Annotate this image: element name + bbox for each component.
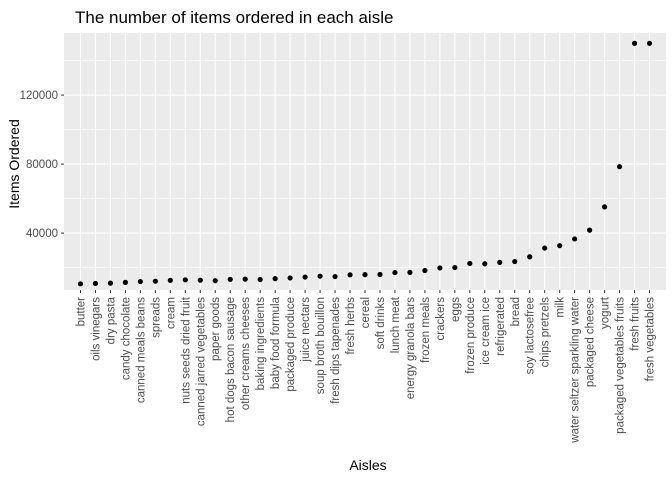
data-point bbox=[362, 272, 368, 278]
x-tick-label: packaged produce bbox=[285, 297, 297, 392]
x-tick-label: yogurt bbox=[600, 296, 612, 329]
y-axis: 40000 80000 120000 bbox=[20, 90, 64, 240]
x-tick-label: hot dogs bacon sausage bbox=[225, 297, 237, 422]
data-point bbox=[557, 243, 563, 249]
data-point bbox=[167, 277, 173, 283]
x-tick-label: baby food formula bbox=[270, 296, 282, 389]
data-point bbox=[347, 272, 353, 278]
data-point bbox=[317, 273, 323, 279]
data-point bbox=[392, 269, 398, 276]
data-point bbox=[437, 265, 443, 271]
x-tick-label: other creams cheeses bbox=[240, 297, 252, 410]
x-axis-title: Aisles bbox=[349, 457, 386, 473]
data-point bbox=[407, 269, 413, 276]
data-point bbox=[616, 164, 623, 170]
x-tick-label: candy chocolate bbox=[120, 297, 132, 380]
data-point bbox=[227, 276, 233, 282]
data-point bbox=[467, 260, 473, 267]
data-point bbox=[482, 261, 488, 267]
data-point bbox=[272, 276, 278, 282]
data-points bbox=[77, 40, 653, 287]
x-tick-label: eggs bbox=[450, 297, 462, 322]
x-tick-label: frozen produce bbox=[465, 297, 477, 374]
x-tick-label: baking ingredients bbox=[255, 297, 267, 391]
data-point bbox=[587, 227, 593, 233]
data-point bbox=[332, 273, 338, 280]
data-point bbox=[631, 40, 638, 46]
x-tick-label: lunch meat bbox=[390, 296, 402, 353]
x-tick-label: paper goods bbox=[210, 297, 222, 361]
x-axis: butter oils vinegars dry pasta candy chocol… bbox=[75, 290, 657, 444]
data-point bbox=[152, 278, 158, 284]
data-point bbox=[122, 279, 128, 286]
data-point bbox=[646, 40, 653, 46]
data-point bbox=[542, 245, 548, 251]
data-point bbox=[242, 276, 248, 282]
x-tick-label: fresh dips tapenades bbox=[330, 297, 342, 404]
x-tick-label: fresh fruits bbox=[630, 297, 642, 351]
x-tick-label: milk bbox=[555, 297, 567, 318]
y-tick-label: 120000 bbox=[20, 90, 58, 102]
x-tick-label: water seltzer sparkling water bbox=[570, 297, 582, 444]
x-tick-label: spreads bbox=[150, 297, 162, 338]
y-tick-label: 40000 bbox=[26, 228, 58, 240]
y-tick-label: 80000 bbox=[26, 159, 58, 171]
x-tick-label: cereal bbox=[360, 297, 372, 328]
data-point bbox=[377, 271, 383, 278]
x-tick-label: dry pasta bbox=[105, 296, 117, 344]
data-point bbox=[212, 278, 218, 284]
x-tick-label: frozen meals bbox=[420, 297, 432, 363]
x-tick-label: soup broth bouillon bbox=[315, 297, 327, 394]
y-axis-title: Items Ordered bbox=[6, 119, 22, 208]
data-point bbox=[302, 274, 308, 280]
x-tick-label: energy granola bars bbox=[405, 297, 417, 400]
data-point bbox=[287, 275, 293, 281]
x-tick-label: nuts seeds dried fruit bbox=[180, 296, 192, 404]
x-tick-label: fresh herbs bbox=[345, 297, 357, 355]
x-tick-label: refrigerated bbox=[495, 297, 507, 356]
data-point bbox=[527, 254, 533, 260]
data-point bbox=[452, 264, 458, 271]
x-tick-label: oils vinegars bbox=[90, 297, 102, 361]
grid-lines bbox=[64, 33, 666, 290]
x-tick-label: soft drinks bbox=[375, 297, 387, 350]
x-tick-label: canned meals beans bbox=[135, 297, 147, 403]
x-tick-label: fresh vegetables bbox=[645, 297, 657, 382]
x-tick-label: canned jarred vegetables bbox=[195, 297, 207, 426]
x-tick-label: crackers bbox=[435, 297, 447, 341]
data-point bbox=[257, 276, 263, 283]
x-tick-label: chips pretzels bbox=[540, 297, 552, 368]
data-point bbox=[422, 267, 428, 274]
data-point bbox=[602, 204, 608, 210]
x-tick-label: packaged vegetables fruits bbox=[615, 297, 627, 434]
data-point bbox=[92, 280, 99, 287]
data-point bbox=[107, 280, 114, 286]
data-point bbox=[572, 236, 578, 242]
data-point bbox=[182, 277, 188, 283]
x-tick-label: soy lactosefree bbox=[525, 297, 537, 374]
x-tick-label: cream bbox=[165, 297, 177, 329]
x-tick-label: packaged cheese bbox=[585, 297, 597, 387]
data-point bbox=[137, 278, 143, 285]
x-tick-label: ice cream ice bbox=[480, 297, 492, 365]
data-point bbox=[77, 281, 84, 287]
x-tick-label: bread bbox=[510, 297, 522, 326]
x-tick-label: butter bbox=[75, 297, 87, 327]
data-point bbox=[197, 277, 203, 283]
data-point bbox=[512, 258, 518, 265]
data-point bbox=[497, 259, 503, 266]
chart-title: The number of items ordered in each aisl… bbox=[75, 8, 393, 27]
x-tick-label: juice nectars bbox=[300, 297, 312, 363]
